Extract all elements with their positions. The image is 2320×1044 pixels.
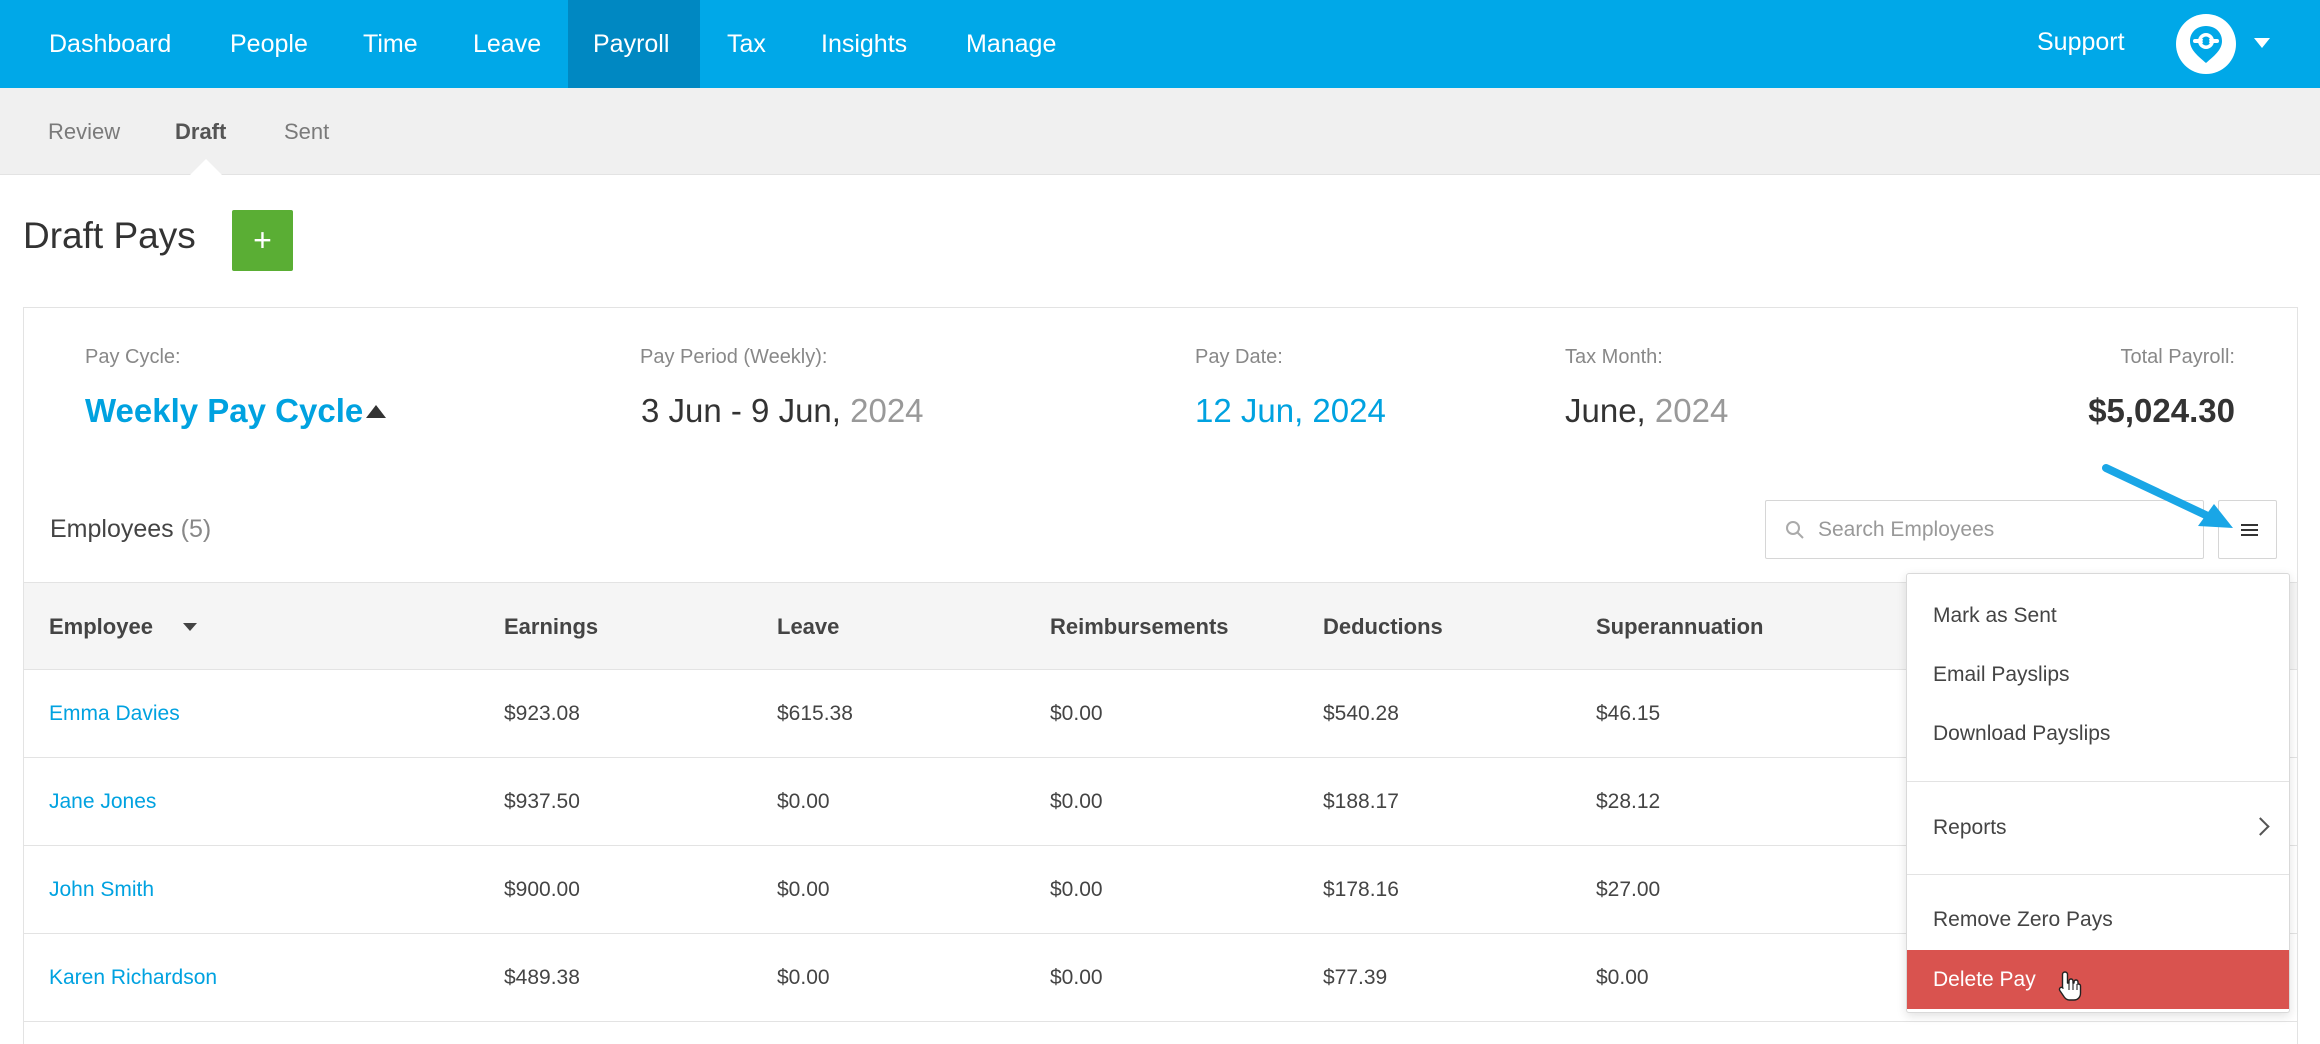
- subnav-sent[interactable]: Sent: [284, 119, 330, 144]
- employees-heading: Employees (5): [50, 515, 211, 544]
- cell-reimbursements: $0.00: [1050, 966, 1103, 989]
- sub-nav-bar: Review Draft Sent: [0, 88, 2320, 175]
- tax-month-name: June,: [1565, 392, 1646, 429]
- total-payroll-label: Total Payroll:: [2120, 346, 2236, 368]
- pay-period-label: Pay Period (Weekly):: [640, 346, 828, 368]
- cell-superannuation: $27.00: [1596, 878, 1661, 901]
- pay-cycle-label: Pay Cycle:: [85, 346, 181, 368]
- avatar-logo-icon: [2190, 26, 2222, 63]
- menu-email-payslips[interactable]: Email Payslips: [1933, 663, 2070, 686]
- menu-remove-zero-pays[interactable]: Remove Zero Pays: [1933, 908, 2113, 931]
- nav-time[interactable]: Time: [363, 30, 418, 58]
- tax-month-label: Tax Month:: [1565, 346, 1663, 368]
- col-superannuation: Superannuation: [1596, 614, 1764, 639]
- cell-deductions: $178.16: [1323, 878, 1399, 901]
- cell-leave: $0.00: [777, 790, 830, 813]
- employees-title: Employees: [50, 515, 174, 543]
- top-nav-bar: Dashboard People Time Leave Payroll Tax …: [0, 0, 2320, 88]
- cell-reimbursements: $0.00: [1050, 878, 1103, 901]
- cell-earnings: $923.08: [504, 702, 580, 725]
- menu-delete-pay[interactable]: Delete Pay: [1907, 950, 2289, 1009]
- col-leave: Leave: [777, 614, 840, 639]
- cell-leave: $0.00: [777, 878, 830, 901]
- caret-up-icon[interactable]: [366, 405, 386, 418]
- cell-leave: $615.38: [777, 702, 853, 725]
- menu-mark-as-sent[interactable]: Mark as Sent: [1933, 604, 2057, 627]
- col-reimbursements: Reimbursements: [1050, 614, 1229, 639]
- menu-reports[interactable]: Reports: [1907, 798, 2289, 857]
- menu-divider: [1907, 874, 2289, 875]
- annotation-arrow-icon: [2102, 464, 2233, 528]
- cell-earnings: $900.00: [504, 878, 580, 901]
- tax-month-value: June, 2024: [1565, 392, 1728, 430]
- nav-people[interactable]: People: [230, 30, 308, 58]
- nav-dashboard[interactable]: Dashboard: [49, 30, 172, 58]
- col-employee[interactable]: Employee: [49, 614, 153, 639]
- table-row: Emma Davies $923.08 $615.38 $0.00 $540.2…: [24, 670, 2297, 758]
- subnav-review[interactable]: Review: [48, 119, 121, 144]
- table-row: Jane Jones $937.50 $0.00 $0.00 $188.17 $…: [24, 758, 2297, 846]
- table-row: Karen Richardson $489.38 $0.00 $0.00 $77…: [24, 934, 2297, 1022]
- cell-superannuation: $46.15: [1596, 702, 1661, 725]
- nav-insights[interactable]: Insights: [821, 30, 908, 58]
- cell-deductions: $540.28: [1323, 702, 1399, 725]
- col-earnings: Earnings: [504, 614, 599, 639]
- pay-period-value: 3 Jun - 9 Jun, 2024: [641, 392, 924, 430]
- avatar[interactable]: [2176, 14, 2236, 74]
- cell-reimbursements: $0.00: [1050, 790, 1103, 813]
- pay-period-year: 2024: [850, 392, 924, 429]
- menu-download-payslips[interactable]: Download Payslips: [1933, 722, 2111, 745]
- search-icon: [1786, 521, 1804, 539]
- employee-link[interactable]: John Smith: [49, 878, 155, 901]
- cell-earnings: $937.50: [504, 790, 580, 813]
- employee-link[interactable]: Jane Jones: [49, 790, 157, 813]
- cell-superannuation: $28.12: [1596, 790, 1661, 813]
- nav-payroll[interactable]: Payroll: [568, 0, 700, 88]
- active-tab-pointer: [190, 159, 222, 175]
- actions-dropdown-menu: Mark as Sent Email Payslips Download Pay…: [1906, 573, 2290, 1013]
- col-deductions: Deductions: [1323, 614, 1443, 639]
- sort-caret-down-icon[interactable]: [183, 623, 197, 631]
- employees-count: (5): [180, 515, 212, 543]
- nav-tax[interactable]: Tax: [727, 30, 766, 58]
- cell-leave: $0.00: [777, 966, 830, 989]
- chevron-right-icon: [2251, 817, 2270, 836]
- menu-divider: [1907, 781, 2289, 782]
- actions-menu-button[interactable]: [2218, 500, 2277, 559]
- caret-down-icon[interactable]: [2254, 38, 2270, 48]
- menu-reports-label: Reports: [1933, 816, 2007, 839]
- employee-link[interactable]: Karen Richardson: [49, 966, 218, 989]
- cell-reimbursements: $0.00: [1050, 702, 1103, 725]
- nav-manage[interactable]: Manage: [966, 30, 1057, 58]
- search-employees-input[interactable]: [1818, 501, 2188, 558]
- pay-cycle-value[interactable]: Weekly Pay Cycle: [85, 392, 364, 429]
- cell-earnings: $489.38: [504, 966, 580, 989]
- cell-superannuation: $0.00: [1596, 966, 1649, 989]
- tax-month-year: 2024: [1654, 392, 1729, 429]
- pointer-hand-cursor-icon: [2058, 971, 2082, 1001]
- menu-delete-pay-label: Delete Pay: [1933, 968, 2036, 991]
- nav-leave[interactable]: Leave: [473, 30, 542, 58]
- total-payroll-value: $5,024.30: [2088, 392, 2235, 429]
- page-title: Draft Pays: [23, 215, 196, 256]
- cell-deductions: $77.39: [1323, 966, 1388, 989]
- table-row: John Smith $900.00 $0.00 $0.00 $178.16 $…: [24, 846, 2297, 934]
- employee-link[interactable]: Emma Davies: [49, 702, 180, 725]
- search-box: [1765, 500, 2204, 559]
- pay-period-range: 3 Jun - 9 Jun,: [641, 392, 841, 429]
- pay-date-label: Pay Date:: [1195, 346, 1283, 368]
- pay-date-value[interactable]: 12 Jun, 2024: [1195, 392, 1386, 429]
- cell-deductions: $188.17: [1323, 790, 1399, 813]
- add-pay-button[interactable]: +: [232, 210, 293, 271]
- subnav-draft[interactable]: Draft: [175, 119, 227, 144]
- nav-support[interactable]: Support: [2037, 28, 2125, 56]
